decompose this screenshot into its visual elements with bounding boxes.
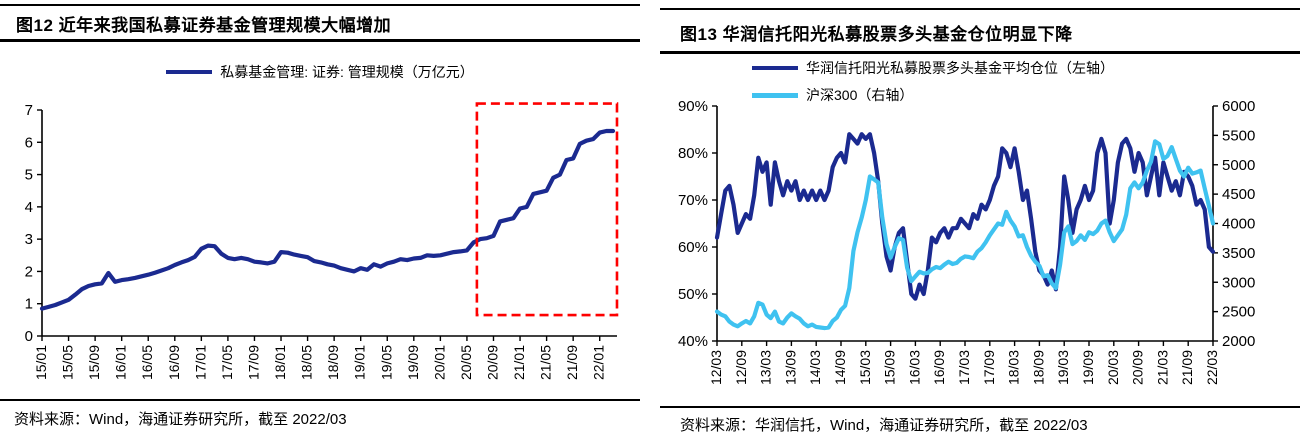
title-divider	[660, 51, 1300, 54]
svg-text:19/05: 19/05	[378, 345, 394, 380]
svg-text:18/09: 18/09	[325, 345, 341, 380]
svg-text:80%: 80%	[678, 145, 708, 162]
figure-12-legend: 私募基金管理: 证券: 管理规模（万亿元）	[0, 62, 640, 82]
svg-text:21/05: 21/05	[538, 345, 554, 380]
svg-text:70%: 70%	[678, 192, 708, 209]
svg-text:20/05: 20/05	[458, 345, 474, 380]
svg-text:21/01: 21/01	[511, 345, 527, 380]
svg-text:14/03: 14/03	[807, 350, 823, 385]
svg-text:5000: 5000	[1222, 157, 1255, 174]
legend-label-csi300: 沪深300（右轴）	[806, 87, 914, 103]
svg-text:13/09: 13/09	[782, 350, 798, 385]
svg-text:16/05: 16/05	[139, 345, 155, 380]
svg-text:18/09: 18/09	[1030, 350, 1046, 385]
svg-text:6: 6	[25, 134, 33, 151]
svg-text:3500: 3500	[1222, 245, 1255, 262]
figure-13-panel: 图13 华润信托阳光私募股票多头基金仓位明显下降 华润信托阳光私募股票多头基金平…	[660, 0, 1300, 438]
dual-axis-line-chart: 40% 50% 60% 70% 80% 90% 2000 2500 3000 3500 4000 45…	[678, 98, 1255, 385]
svg-text:17/03: 17/03	[956, 350, 972, 385]
svg-text:14/09: 14/09	[832, 350, 848, 385]
svg-text:15/09: 15/09	[86, 345, 102, 380]
legend-label-fund-position: 华润信托阳光私募股票多头基金平均仓位（左轴）	[806, 60, 1114, 76]
svg-text:17/05: 17/05	[219, 345, 235, 380]
figure-13-legend: 华润信托阳光私募股票多头基金平均仓位（左轴） 沪深300（右轴）	[752, 58, 1114, 105]
top-divider	[0, 4, 640, 6]
top-divider	[660, 8, 1300, 10]
svg-text:19/09: 19/09	[1080, 350, 1096, 385]
svg-text:22/01: 22/01	[591, 345, 607, 380]
svg-text:5: 5	[25, 167, 33, 184]
svg-text:18/01: 18/01	[272, 345, 288, 380]
svg-text:0: 0	[25, 328, 33, 345]
source-note: 资料来源：华润信托，Wind，海通证券研究所，截至 2022/03	[680, 417, 1088, 434]
svg-text:15/05: 15/05	[60, 345, 76, 380]
svg-text:15/03: 15/03	[857, 350, 873, 385]
svg-text:20/01: 20/01	[431, 345, 447, 380]
figure-13-title: 图13 华润信托阳光私募股票多头基金仓位明显下降	[680, 25, 1073, 44]
svg-text:4500: 4500	[1222, 186, 1255, 203]
svg-text:20/09: 20/09	[484, 345, 500, 380]
figure-12-title: 图12 近年来我国私募证券基金管理规模大幅增加	[16, 16, 392, 35]
navy-line-swatch	[166, 70, 213, 74]
svg-text:21/03: 21/03	[1154, 350, 1170, 385]
svg-text:15/09: 15/09	[882, 350, 898, 385]
svg-text:12/03: 12/03	[708, 350, 724, 385]
svg-text:18/03: 18/03	[1006, 350, 1022, 385]
svg-text:18/05: 18/05	[299, 345, 315, 380]
svg-text:21/09: 21/09	[1179, 350, 1195, 385]
svg-text:2500: 2500	[1222, 304, 1255, 321]
svg-text:7: 7	[25, 102, 33, 119]
svg-text:20/09: 20/09	[1130, 350, 1146, 385]
svg-text:16/09: 16/09	[931, 350, 947, 385]
svg-text:2: 2	[25, 263, 33, 280]
fund-scale-line-chart: 0 1 2 3 4 5 6 7 15/01 15/05 15/09 16/01 16/05 16/09 17…	[25, 102, 619, 380]
svg-text:1: 1	[25, 296, 33, 313]
figure-12-panel: 图12 近年来我国私募证券基金管理规模大幅增加 私募基金管理: 证券: 管理规模…	[0, 0, 640, 438]
legend-row-position: 华润信托阳光私募股票多头基金平均仓位（左轴）	[752, 58, 1114, 78]
svg-text:16/01: 16/01	[113, 345, 129, 380]
svg-text:6000: 6000	[1222, 98, 1255, 115]
svg-text:21/09: 21/09	[564, 345, 580, 380]
svg-text:3: 3	[25, 231, 33, 248]
svg-text:60%: 60%	[678, 239, 708, 256]
svg-text:50%: 50%	[678, 286, 708, 303]
svg-text:17/09: 17/09	[981, 350, 997, 385]
svg-text:16/03: 16/03	[906, 350, 922, 385]
svg-text:2000: 2000	[1222, 333, 1255, 350]
bottom-divider	[0, 399, 640, 401]
svg-text:22/03: 22/03	[1204, 350, 1220, 385]
svg-text:4000: 4000	[1222, 216, 1255, 233]
svg-text:16/09: 16/09	[166, 345, 182, 380]
svg-text:19/01: 19/01	[352, 345, 368, 380]
legend-label-fund-scale: 私募基金管理: 证券: 管理规模（万亿元）	[220, 64, 474, 80]
svg-text:19/03: 19/03	[1055, 350, 1071, 385]
title-divider	[0, 39, 640, 42]
navy-line-swatch	[752, 66, 798, 70]
svg-text:15/01: 15/01	[33, 345, 49, 380]
source-note: 资料来源：Wind，海通证券研究所，截至 2022/03	[14, 411, 347, 428]
svg-text:13/03: 13/03	[758, 350, 774, 385]
svg-text:17/01: 17/01	[192, 345, 208, 380]
svg-text:90%: 90%	[678, 98, 708, 115]
svg-text:4: 4	[25, 199, 33, 216]
bottom-divider	[660, 406, 1300, 408]
svg-text:12/09: 12/09	[733, 350, 749, 385]
skyblue-line-swatch	[752, 92, 798, 98]
svg-text:20/03: 20/03	[1105, 350, 1121, 385]
svg-text:17/09: 17/09	[245, 345, 261, 380]
svg-text:19/09: 19/09	[405, 345, 421, 380]
svg-text:40%: 40%	[678, 333, 708, 350]
svg-text:3000: 3000	[1222, 274, 1255, 291]
legend-row-csi300: 沪深300（右轴）	[752, 85, 1114, 105]
svg-text:5500: 5500	[1222, 127, 1255, 144]
